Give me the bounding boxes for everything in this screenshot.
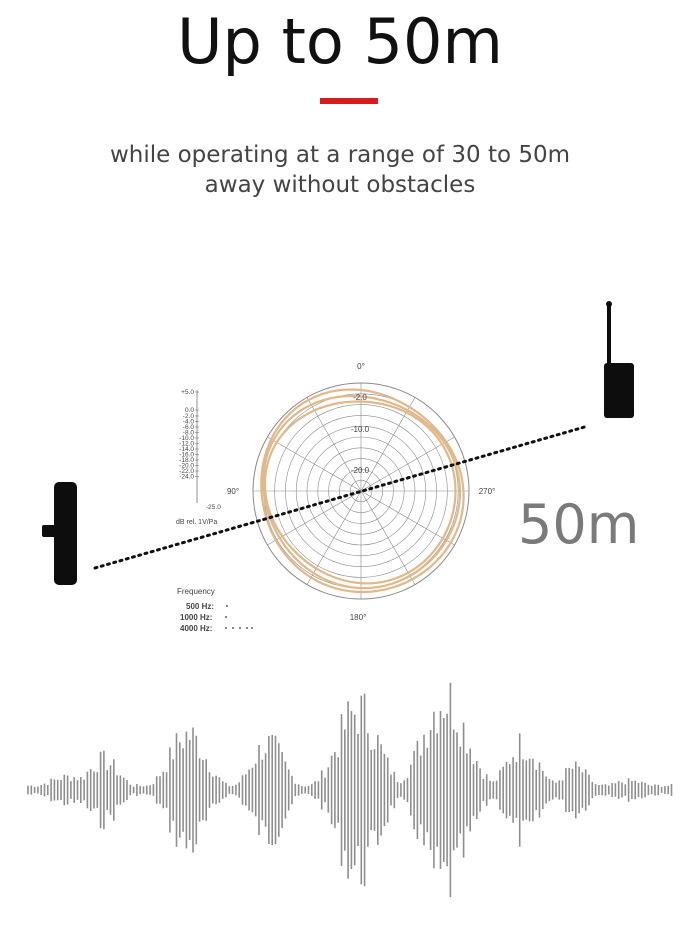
db-scale-label: -20.0 [179, 463, 194, 470]
db-scale-label: -2.0 [183, 413, 195, 420]
db-scale-end-label: -25.0 [206, 504, 221, 511]
ring-label: -10.0 [351, 425, 370, 434]
polar-grid [252, 382, 470, 600]
db-scale-label: -6.0 [183, 424, 195, 431]
distance-label: 50m [518, 493, 640, 556]
polar-curve [262, 394, 462, 590]
subtitle: while operating at a range of 30 to 50m … [0, 140, 680, 200]
db-scale-label: -16.0 [179, 452, 194, 459]
angle-label-top: 0° [357, 362, 365, 371]
frequency-1000: 1000 Hz: [180, 613, 212, 622]
polar-curve [263, 400, 457, 585]
db-scale-label: +5.0 [181, 389, 194, 396]
antenna-receiver-icon [604, 301, 634, 418]
polar-spoke [360, 490, 416, 585]
frequency-dots [225, 605, 253, 629]
db-scale: +5.00.0-2.0-4.0-6.0-8.0-10.0-12.0-14.0-1… [179, 389, 199, 503]
db-scale-label: -22.0 [179, 468, 194, 475]
db-unit-label: dB rel. 1V/Pa [176, 519, 217, 526]
polar-pattern-chart: 0° 90° 270° 180° -2.0 -10.0 -20.0 +5.0 0.… [176, 362, 495, 633]
angle-label-left: 90° [227, 487, 239, 496]
accent-bar [320, 98, 378, 104]
page-title: Up to 50m [177, 5, 503, 78]
range-dotted-line [93, 424, 590, 570]
audio-waveform [27, 682, 673, 898]
db-scale-label: -12.0 [179, 441, 194, 448]
clip-microphone-icon [42, 482, 77, 585]
polar-spoke [306, 397, 362, 492]
frequency-title: Frequency [177, 587, 215, 596]
db-scale-label: -24.0 [179, 474, 194, 481]
db-scale-label: -18.0 [179, 457, 194, 464]
db-scale-label: -10.0 [179, 435, 194, 442]
ring-label: -2.0 [353, 393, 367, 402]
polar-spoke [360, 490, 455, 546]
db-scale-label: -14.0 [179, 446, 194, 453]
polar-curves [260, 388, 465, 594]
polar-spoke [360, 436, 455, 492]
ring-label: -20.0 [351, 466, 370, 475]
frequency-500: 500 Hz: [186, 602, 214, 611]
angle-label-right: 270° [479, 487, 496, 496]
subtitle-line-1: while operating at a range of 30 to 50m [109, 142, 571, 168]
db-scale-label: -4.0 [183, 419, 195, 426]
polar-curve [260, 388, 465, 594]
db-scale-label: -8.0 [183, 430, 195, 437]
angle-label-bottom: 180° [350, 613, 367, 622]
polar-spoke [267, 436, 362, 492]
frequency-4000: 4000 Hz: [180, 624, 212, 633]
db-scale-label: 0.0 [185, 407, 194, 414]
subtitle-line-2: away without obstacles [204, 172, 476, 198]
